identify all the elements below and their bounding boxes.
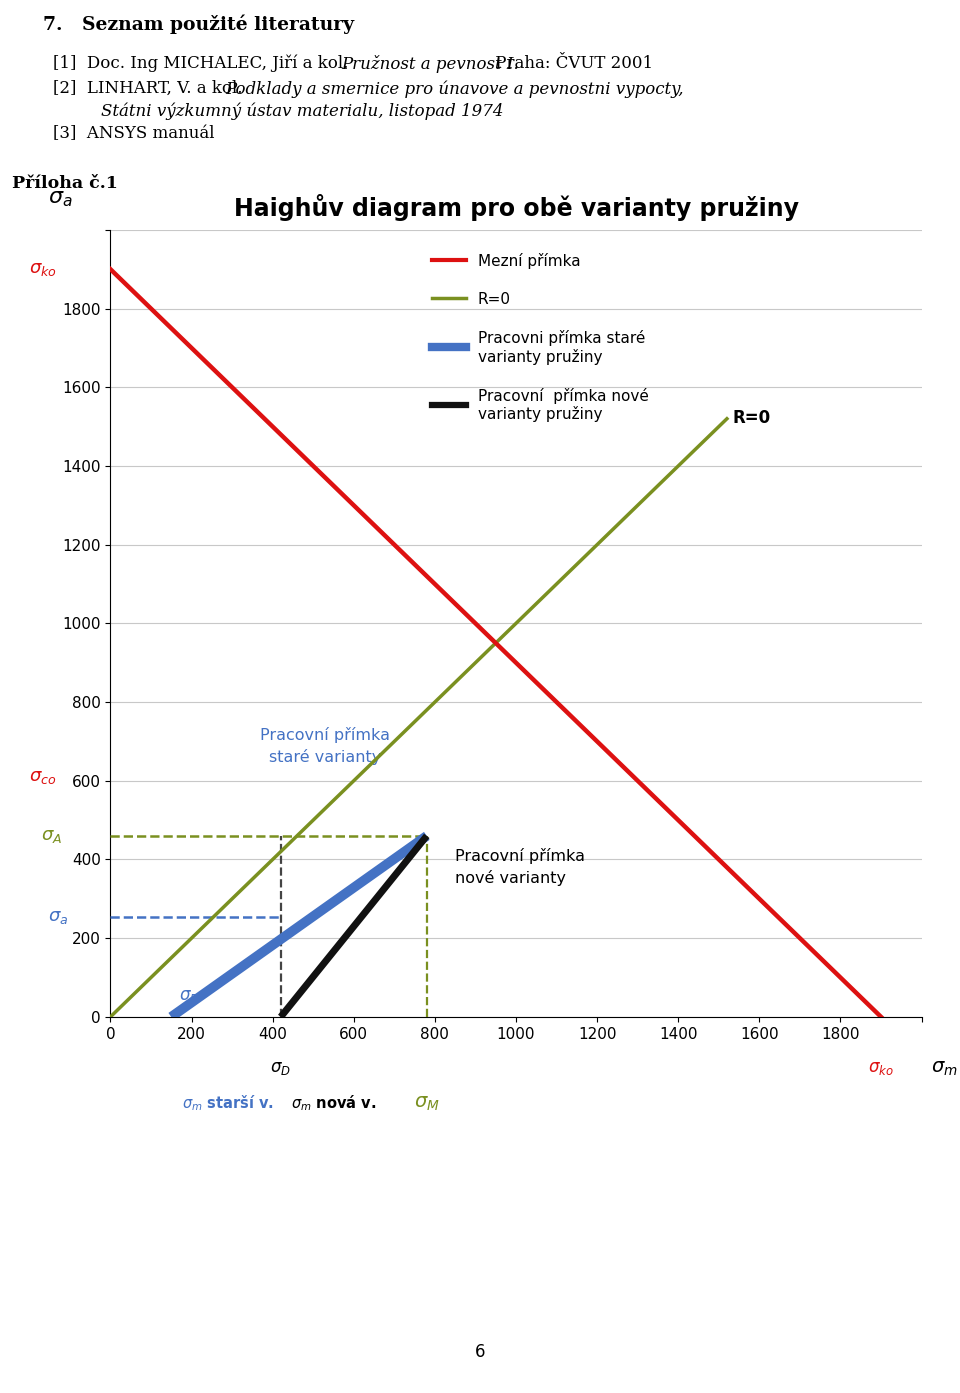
- Text: [3]  ANSYS manuál: [3] ANSYS manuál: [53, 125, 214, 142]
- Text: [1]  Doc. Ing MICHALEC, Jiří a kol.: [1] Doc. Ing MICHALEC, Jiří a kol.: [53, 54, 353, 72]
- Text: Státni výzkumný ústav materialu, listopad 1974: Státni výzkumný ústav materialu, listopa…: [101, 103, 503, 121]
- Text: $\sigma_m$ starší v.: $\sigma_m$ starší v.: [182, 1094, 274, 1113]
- Text: Příloha č.1: Příloha č.1: [12, 176, 118, 192]
- Text: 7.   Seznam použité literatury: 7. Seznam použité literatury: [43, 15, 354, 35]
- Text: $\sigma_D$: $\sigma_D$: [271, 1059, 291, 1077]
- Title: Haighův diagram pro obě varianty pružiny: Haighův diagram pro obě varianty pružiny: [233, 194, 799, 221]
- Text: Podklady a smernice pro únavove a pevnostni vypocty,: Podklady a smernice pro únavove a pevnos…: [226, 79, 684, 98]
- Text: [2]  LINHART, V. a kol.: [2] LINHART, V. a kol.: [53, 79, 248, 98]
- Text: Pružnost a pevnost I.: Pružnost a pevnost I.: [341, 54, 518, 72]
- Text: $\sigma_A$: $\sigma_A$: [41, 827, 62, 846]
- Text: R=0: R=0: [733, 408, 771, 426]
- Text: Praha: ČVUT 2001: Praha: ČVUT 2001: [490, 54, 653, 72]
- Text: $\sigma_{ko}$: $\sigma_{ko}$: [29, 260, 57, 279]
- Text: $\sigma_{ko}$: $\sigma_{ko}$: [868, 1059, 894, 1077]
- Text: $\sigma_M$: $\sigma_M$: [414, 1094, 440, 1113]
- Text: $\sigma_a$: $\sigma_a$: [48, 908, 68, 925]
- Text: $\sigma_a$: $\sigma_a$: [48, 189, 73, 209]
- Text: Pracovní přímka
nové varianty: Pracovní přímka nové varianty: [455, 848, 586, 886]
- Text: Pracovní přímka
staré varianty: Pracovní přímka staré varianty: [260, 727, 391, 765]
- Legend: Mezní přímka, R=0, Pracovni přímka staré
varianty pružiny, Pracovní  přímka nové: Mezní přímka, R=0, Pracovni přímka staré…: [432, 254, 649, 422]
- Text: $\sigma_{co}$: $\sigma_{co}$: [29, 768, 57, 786]
- Text: $\sigma_D$: $\sigma_D$: [180, 988, 201, 1006]
- Text: 6: 6: [475, 1343, 485, 1361]
- Text: $\sigma_m$ nová v.: $\sigma_m$ nová v.: [291, 1094, 376, 1113]
- Text: $\sigma_m$: $\sigma_m$: [931, 1059, 958, 1078]
